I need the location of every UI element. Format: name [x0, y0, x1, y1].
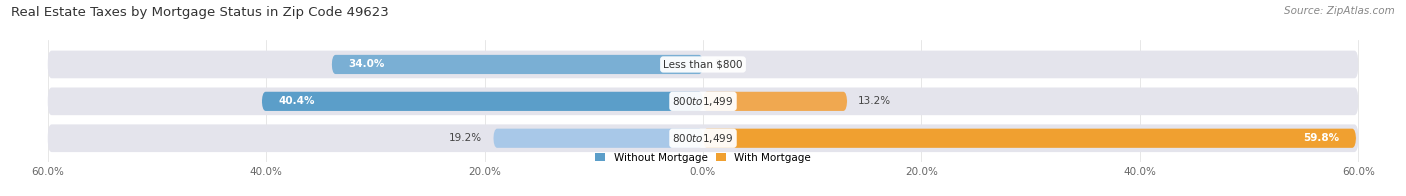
FancyBboxPatch shape	[48, 124, 1358, 152]
FancyBboxPatch shape	[332, 55, 703, 74]
Text: 19.2%: 19.2%	[450, 133, 482, 143]
Text: $800 to $1,499: $800 to $1,499	[672, 132, 734, 145]
Text: Less than $800: Less than $800	[664, 59, 742, 69]
Text: 0.0%: 0.0%	[714, 59, 740, 69]
FancyBboxPatch shape	[703, 92, 848, 111]
Text: 13.2%: 13.2%	[858, 96, 891, 106]
Text: 59.8%: 59.8%	[1303, 133, 1340, 143]
FancyBboxPatch shape	[48, 88, 1358, 115]
Text: Real Estate Taxes by Mortgage Status in Zip Code 49623: Real Estate Taxes by Mortgage Status in …	[11, 6, 389, 19]
Text: Source: ZipAtlas.com: Source: ZipAtlas.com	[1284, 6, 1395, 16]
FancyBboxPatch shape	[494, 129, 703, 148]
Text: $800 to $1,499: $800 to $1,499	[672, 95, 734, 108]
Legend: Without Mortgage, With Mortgage: Without Mortgage, With Mortgage	[595, 153, 811, 163]
Text: 34.0%: 34.0%	[349, 59, 384, 69]
Text: 40.4%: 40.4%	[278, 96, 315, 106]
FancyBboxPatch shape	[703, 129, 1355, 148]
FancyBboxPatch shape	[48, 51, 1358, 78]
FancyBboxPatch shape	[262, 92, 703, 111]
